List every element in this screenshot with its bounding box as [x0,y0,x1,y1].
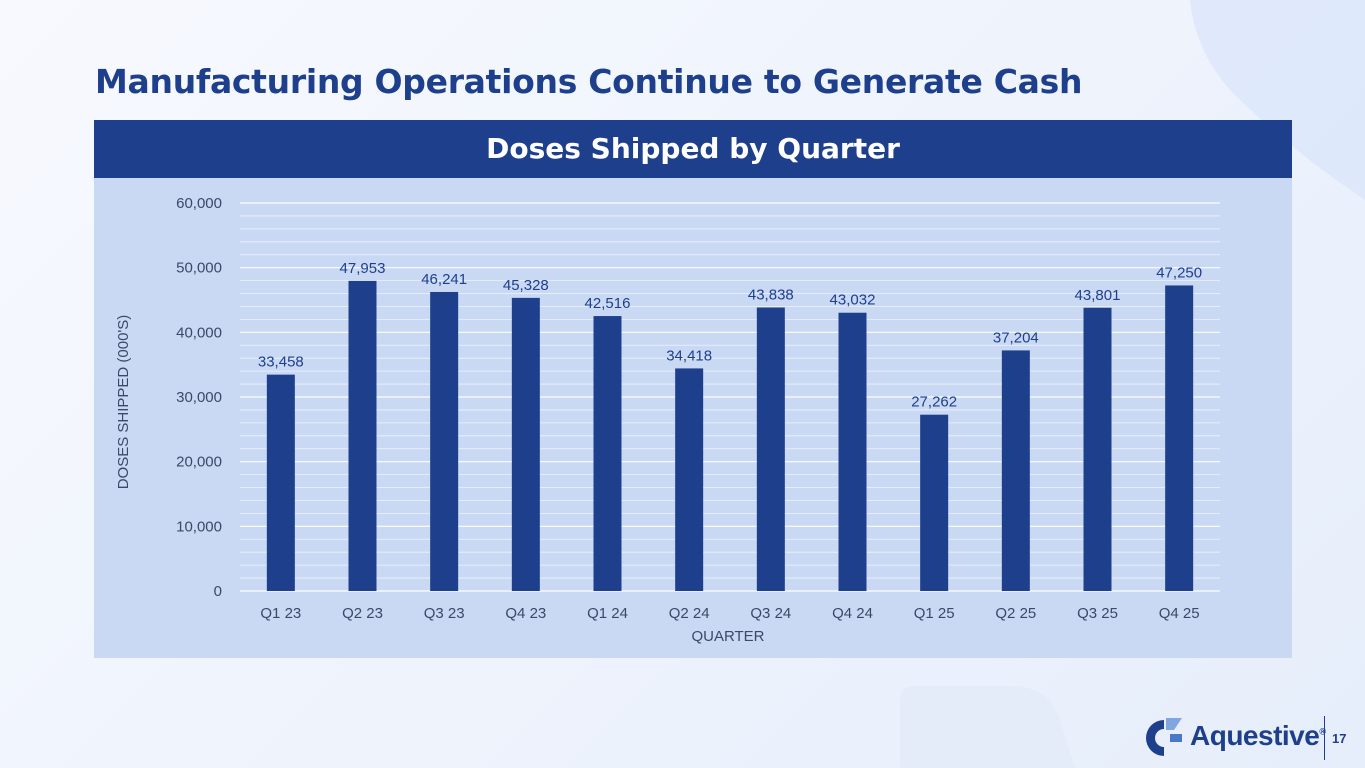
chart-panel: 0 10,000 20,000 30,000 40,000 50,000 60,000 33… [94,120,1292,658]
bar [1001,350,1030,591]
y-tick-label: 20,000 [176,454,222,471]
x-tick-label: Q1 24 [587,605,628,622]
x-tick-label: Q3 25 [1077,605,1118,622]
y-axis-ticks: 0 10,000 20,000 30,000 40,000 50,000 60,000 [176,195,222,600]
x-tick-label: Q4 24 [832,605,873,622]
x-tick-label: Q4 23 [505,605,546,622]
bar-chart: 0 10,000 20,000 30,000 40,000 50,000 60,000 33… [115,195,1220,645]
x-tick-label: Q2 24 [669,605,710,622]
data-label: 43,838 [748,287,794,304]
y-tick-label: 60,000 [176,195,222,212]
x-axis-ticks: Q1 23 Q2 23 Q3 23 Q4 23 Q1 24 Q2 24 Q3 24 Q4 24… [260,605,1199,622]
logo-wordmark: Aquestive® [1190,720,1326,751]
x-tick-label: Q4 25 [1159,605,1200,622]
gridlines [240,202,1220,592]
y-tick-label: 50,000 [176,260,222,277]
data-label: 33,458 [258,354,304,371]
data-label: 43,032 [830,292,876,309]
bar [593,316,622,591]
data-labels: 33,458 47,953 46,241 45,328 42,516 34,418 43,8… [258,260,1202,411]
x-tick-label: Q2 23 [342,605,383,622]
data-label: 47,953 [340,260,386,277]
chart-title: Doses Shipped by Quarter [94,120,1292,178]
data-label: 34,418 [666,347,712,364]
bar [756,307,785,591]
bar [675,368,704,591]
bar [1165,285,1194,591]
page-number: 17 [1332,731,1347,746]
y-tick-label: 0 [214,583,222,600]
data-label: 42,516 [585,295,631,312]
bar [266,374,295,591]
data-label: 46,241 [421,271,467,288]
bar [1083,307,1112,591]
bar [430,291,459,591]
y-tick-label: 30,000 [176,389,222,406]
x-tick-label: Q1 23 [260,605,301,622]
bar [348,280,377,591]
bar [511,297,540,591]
data-label: 43,801 [1075,287,1121,304]
y-tick-label: 40,000 [176,324,222,341]
data-label: 45,328 [503,277,549,294]
bars [266,280,1194,591]
company-logo: Aquestive® [1142,716,1326,760]
x-tick-label: Q3 23 [424,605,465,622]
aquestive-logo-icon [1146,718,1182,756]
slide-title: Manufacturing Operations Continue to Gen… [95,62,1083,101]
data-label: 37,204 [993,329,1039,346]
bar [920,414,949,591]
footer-divider [1324,716,1325,760]
bar [838,312,867,591]
x-tick-label: Q3 24 [750,605,791,622]
x-axis-title: QUARTER [691,628,764,645]
x-tick-label: Q2 25 [995,605,1036,622]
y-tick-label: 10,000 [176,518,222,535]
y-axis-title: DOSES SHIPPED (000'S) [115,315,132,490]
x-tick-label: Q1 25 [914,605,955,622]
data-label: 47,250 [1156,264,1202,281]
data-label: 27,262 [911,394,957,411]
